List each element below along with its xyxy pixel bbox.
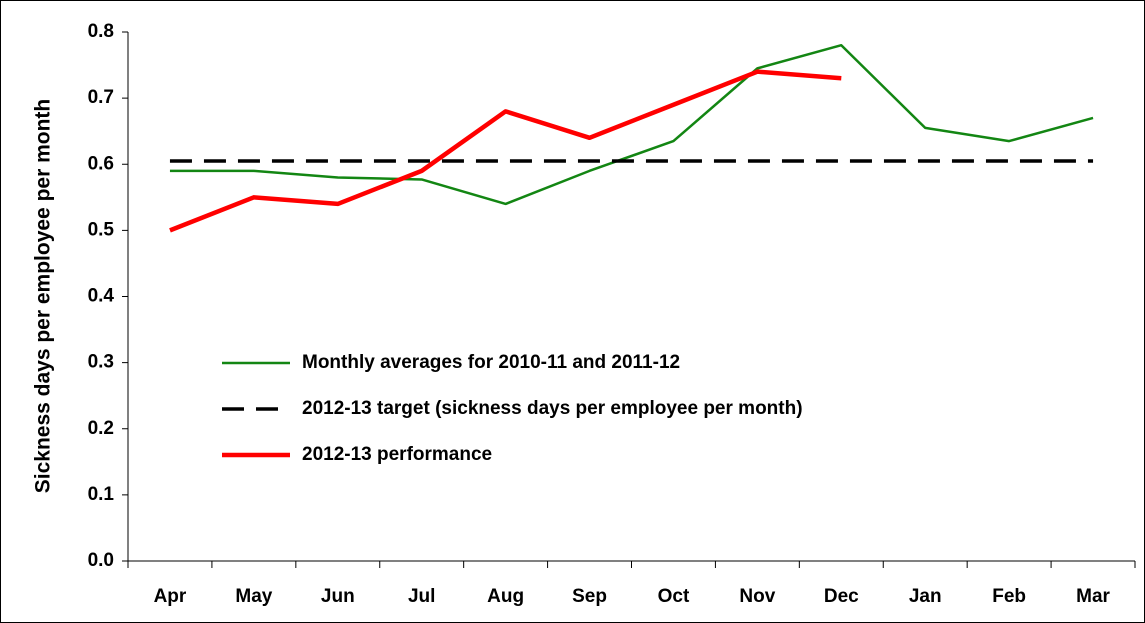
x-tick-label: Mar [1076, 586, 1110, 607]
legend-label: 2012-13 performance [302, 444, 492, 465]
y-tick-label: 0.5 [88, 219, 115, 240]
series-line [169, 69, 842, 233]
x-tick-label: Dec [824, 586, 859, 607]
y-axis-label: Sickness days per employee per month [32, 99, 55, 494]
legend-label: Monthly averages for 2010-11 and 2011-12 [302, 352, 680, 373]
x-tick-label: Apr [154, 586, 187, 607]
y-tick-label: 0.7 [88, 87, 114, 108]
x-tick-label: Jun [321, 586, 355, 607]
legend-label: 2012-13 target (sickness days per employ… [302, 398, 803, 419]
x-tick-label: Sep [572, 586, 607, 607]
y-tick-label: 0.2 [88, 418, 114, 439]
x-tick-label: Jul [408, 586, 435, 607]
y-tick-label: 0.4 [88, 286, 115, 307]
x-tick-label: Jan [909, 586, 942, 607]
x-tick-label: Feb [992, 586, 1026, 607]
y-tick-label: 0.8 [88, 21, 114, 42]
x-tick-label: Aug [487, 586, 524, 607]
x-tick-label: May [235, 586, 272, 607]
x-tick-label: Oct [658, 586, 690, 607]
series-line [169, 43, 1094, 206]
x-tick-label: Nov [739, 586, 775, 607]
y-tick-label: 0.6 [88, 153, 114, 174]
y-tick-label: 0.3 [88, 352, 114, 373]
y-tick-label: 0.0 [88, 550, 114, 571]
y-tick-label: 0.1 [88, 484, 115, 505]
